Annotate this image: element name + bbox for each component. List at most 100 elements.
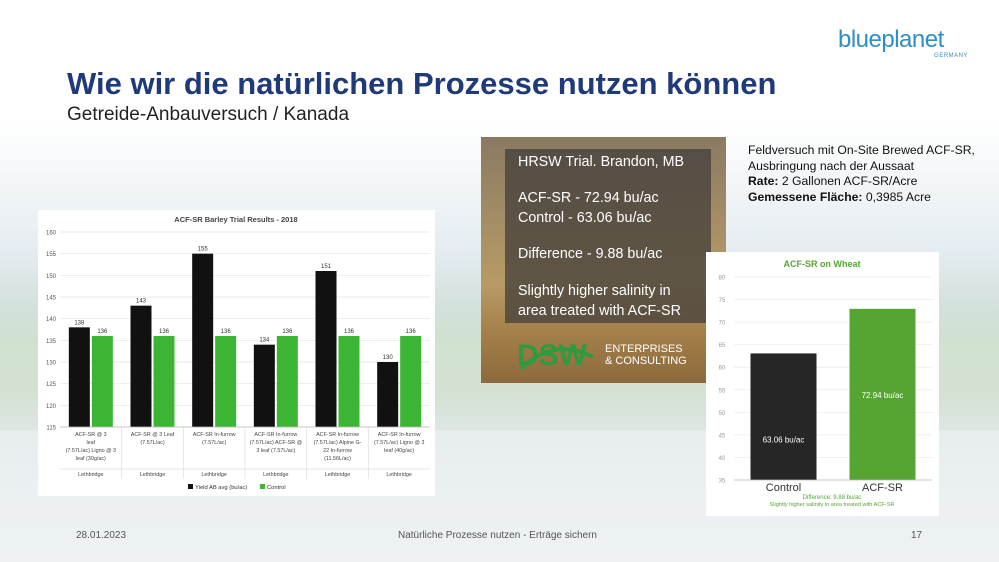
bar [215, 336, 237, 427]
trial-line-6: area treated with ACF-SR [518, 303, 681, 319]
bar [377, 362, 399, 427]
y-tick-label: 45 [719, 433, 726, 439]
location-label: Lethbridge [201, 472, 226, 478]
note-area-label: Gemessene Fläche: [748, 189, 863, 204]
x-tick-label: (7.57L/ac) Ligno @ 3 [66, 448, 116, 454]
x-tick-label: 3 leaf (7.57L/ac) [256, 448, 295, 454]
y-tick-label: 55 [719, 388, 726, 394]
location-label: Lethbridge [325, 472, 350, 478]
data-label: 136 [282, 329, 293, 335]
bar [338, 336, 360, 427]
bar [315, 271, 337, 427]
legend-swatch [260, 484, 265, 489]
location-label: Lethbridge [263, 472, 288, 478]
barley-chart: ACF-SR Barley Trial Results - 2018 115 120… [46, 215, 430, 491]
data-label: 72.94 bu/ac [862, 391, 904, 400]
chart-title: ACF-SR on Wheat [784, 259, 861, 269]
y-tick-label: 130 [46, 361, 57, 367]
y-tick-label: 120 [46, 404, 57, 410]
y-tick-label: 50 [719, 411, 726, 417]
note-rate: Rate: 2 Gallonen ACF-SR/Acre [748, 174, 988, 190]
x-tick-label: ACF-SR @ 3 [75, 432, 107, 438]
slide-subtitle: Getreide-Anbauversuch / Kanada [67, 104, 350, 125]
data-label: 130 [383, 355, 394, 361]
y-tick-label: 60 [719, 366, 726, 372]
y-tick-label: 65 [719, 343, 726, 349]
x-tick-label: (7.57L/ac) [140, 440, 164, 446]
x-tick-label: ACF-SR In-furrow [378, 432, 421, 438]
trial-line-3: Control - 63.06 bu/ac [518, 210, 652, 226]
x-tick-label: ACF-SR In-furrow [254, 432, 297, 438]
y-tick-label: 140 [46, 317, 57, 323]
data-label: 63.06 bu/ac [763, 435, 805, 444]
trial-text-box [505, 149, 711, 323]
data-label: 136 [344, 329, 355, 335]
y-tick-label: 160 [46, 231, 57, 237]
x-tick-label: 22 In-furrow [323, 448, 352, 454]
chart-annotation: Difference: 9.88 bu/ac [803, 495, 862, 501]
chart-annotation: Slightly higher salinity in area treated… [770, 502, 895, 508]
legend-label: Control [267, 485, 286, 491]
trial-note: Feldversuch mit On-Site Brewed ACF-SR, A… [748, 143, 988, 205]
y-tick-label: 70 [719, 321, 726, 327]
data-label: 138 [74, 320, 85, 326]
x-tick-label: (7.57L/ac) [202, 440, 226, 446]
logo-text: blueplanet [838, 26, 944, 53]
page-number: 17 [911, 530, 923, 541]
y-tick-label: 115 [46, 426, 56, 432]
x-tick-label: ACF-SR In-furrow [316, 432, 359, 438]
logo-sub: GERMANY [934, 53, 968, 59]
bar [192, 253, 214, 427]
x-tick-label: ACF-SR In-furrow [193, 432, 236, 438]
y-tick-label: 145 [46, 296, 57, 302]
trial-line-4: Difference - 9.88 bu/ac [518, 246, 663, 262]
dsw-logo-sub2: & CONSULTING [605, 355, 687, 367]
y-tick-label: 75 [719, 298, 726, 304]
x-tick-label: (7.57L/ac) Alpine G- [314, 440, 362, 446]
location-label: Lethbridge [140, 472, 165, 478]
x-tick-label: ACF-SR @ 3 Leaf [131, 432, 175, 438]
bar [400, 336, 422, 427]
note-rate-label: Rate: [748, 174, 779, 188]
barley-chart-panel: ACF-SR Barley Trial Results - 2018 115 120… [38, 210, 435, 496]
blueplanet-logo: blueplanet GERMANY [838, 22, 978, 66]
location-label: Lethbridge [386, 472, 411, 478]
data-label: 136 [97, 329, 108, 335]
data-label: 134 [259, 338, 270, 344]
data-label: 136 [406, 329, 417, 335]
bar [276, 336, 298, 427]
slide-title: Wie wir die natürlichen Prozesse nutzen … [67, 66, 777, 101]
bar [750, 353, 817, 480]
bar [253, 344, 275, 427]
trial-line-5: Slightly higher salinity in [518, 283, 671, 299]
dsw-logo-sub1: ENTERPRISES [605, 343, 683, 355]
x-tick-label: (7.57L/ac) Ligno @ 3 [374, 440, 424, 446]
bar [91, 336, 113, 427]
note-rate-value: 2 Gallonen ACF-SR/Acre [778, 174, 918, 188]
y-tick-label: 135 [46, 339, 57, 345]
data-label: 136 [221, 329, 232, 335]
y-tick-label: 35 [719, 479, 726, 485]
y-tick-label: 80 [719, 276, 726, 282]
trial-line-2: ACF-SR - 72.94 bu/ac [518, 190, 659, 206]
y-tick-label: 155 [46, 252, 57, 258]
y-tick-label: 150 [46, 274, 57, 280]
bar [153, 336, 175, 427]
x-tick-label: ACF-SR [862, 482, 903, 494]
chart-title: ACF-SR Barley Trial Results - 2018 [174, 215, 297, 224]
x-tick-label: leaf (30g/ac) [76, 456, 106, 462]
data-label: 136 [159, 329, 170, 335]
note-line: Feldversuch mit On-Site Brewed ACF-SR, A… [748, 143, 975, 173]
x-tick-label: Control [766, 482, 801, 494]
data-label: 155 [198, 247, 209, 253]
dsw-logo-text: DSW [517, 339, 588, 372]
y-tick-label: 40 [719, 456, 726, 462]
trial-photo-panel: HRSW Trial. Brandon, MB ACF-SR - 72.94 b… [481, 137, 726, 383]
location-label: Lethbridge [78, 472, 103, 478]
dsw-logo: DSW ENTERPRISES & CONSULTING [517, 339, 687, 372]
bar [849, 308, 916, 480]
x-tick-label: leaf [86, 440, 95, 446]
x-tick-label: (7.57L/ac) ACF-SR @ [250, 440, 303, 446]
bar [130, 305, 152, 427]
x-tick-label: (11.56L/ac) [324, 456, 351, 462]
